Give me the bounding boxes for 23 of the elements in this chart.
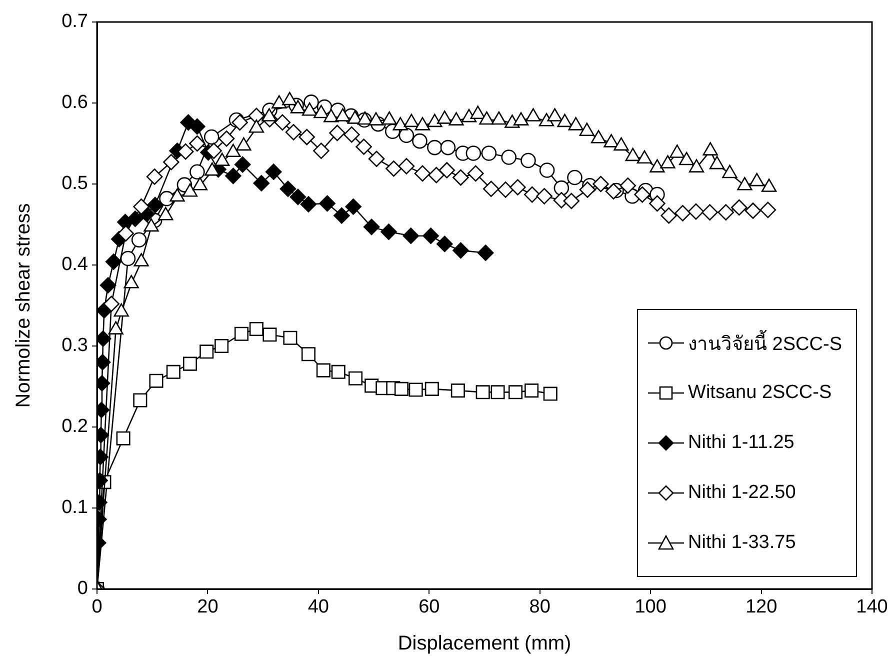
y-tick-label: 0	[77, 578, 88, 600]
x-tick-label: 100	[634, 596, 666, 618]
x-tick-label: 0	[92, 596, 102, 618]
y-tick-label: 0.2	[62, 416, 88, 438]
legend-label: งานวิจัยนี้ 2SCC-S	[688, 328, 842, 357]
y-tick-label: 0.1	[62, 497, 88, 518]
x-tick-label: 60	[418, 596, 440, 618]
x-tick-label: 80	[529, 596, 550, 618]
x-tick-label: 120	[745, 596, 778, 618]
y-tick-label: 0.4	[62, 254, 88, 276]
y-tick-label: 0.5	[62, 173, 88, 194]
x-tick-label: 40	[308, 596, 329, 618]
legend-label: Nithi 1-22.50	[688, 482, 796, 504]
y-tick-label: 0.6	[62, 92, 88, 114]
x-tick-label: 20	[197, 596, 218, 618]
x-axis-title: Displacement (mm)	[398, 632, 572, 655]
legend-label: Nithi 1-11.25	[688, 432, 794, 454]
legend-label: Witsanu 2SCC-S	[688, 382, 832, 404]
x-tick-label: 140	[856, 596, 888, 618]
y-axis-title: Normolize shear stress	[12, 203, 35, 408]
y-tick-label: 0.3	[62, 335, 88, 356]
y-tick-label: 0.7	[62, 11, 88, 32]
legend-label: Nithi 1-33.75	[688, 532, 796, 554]
